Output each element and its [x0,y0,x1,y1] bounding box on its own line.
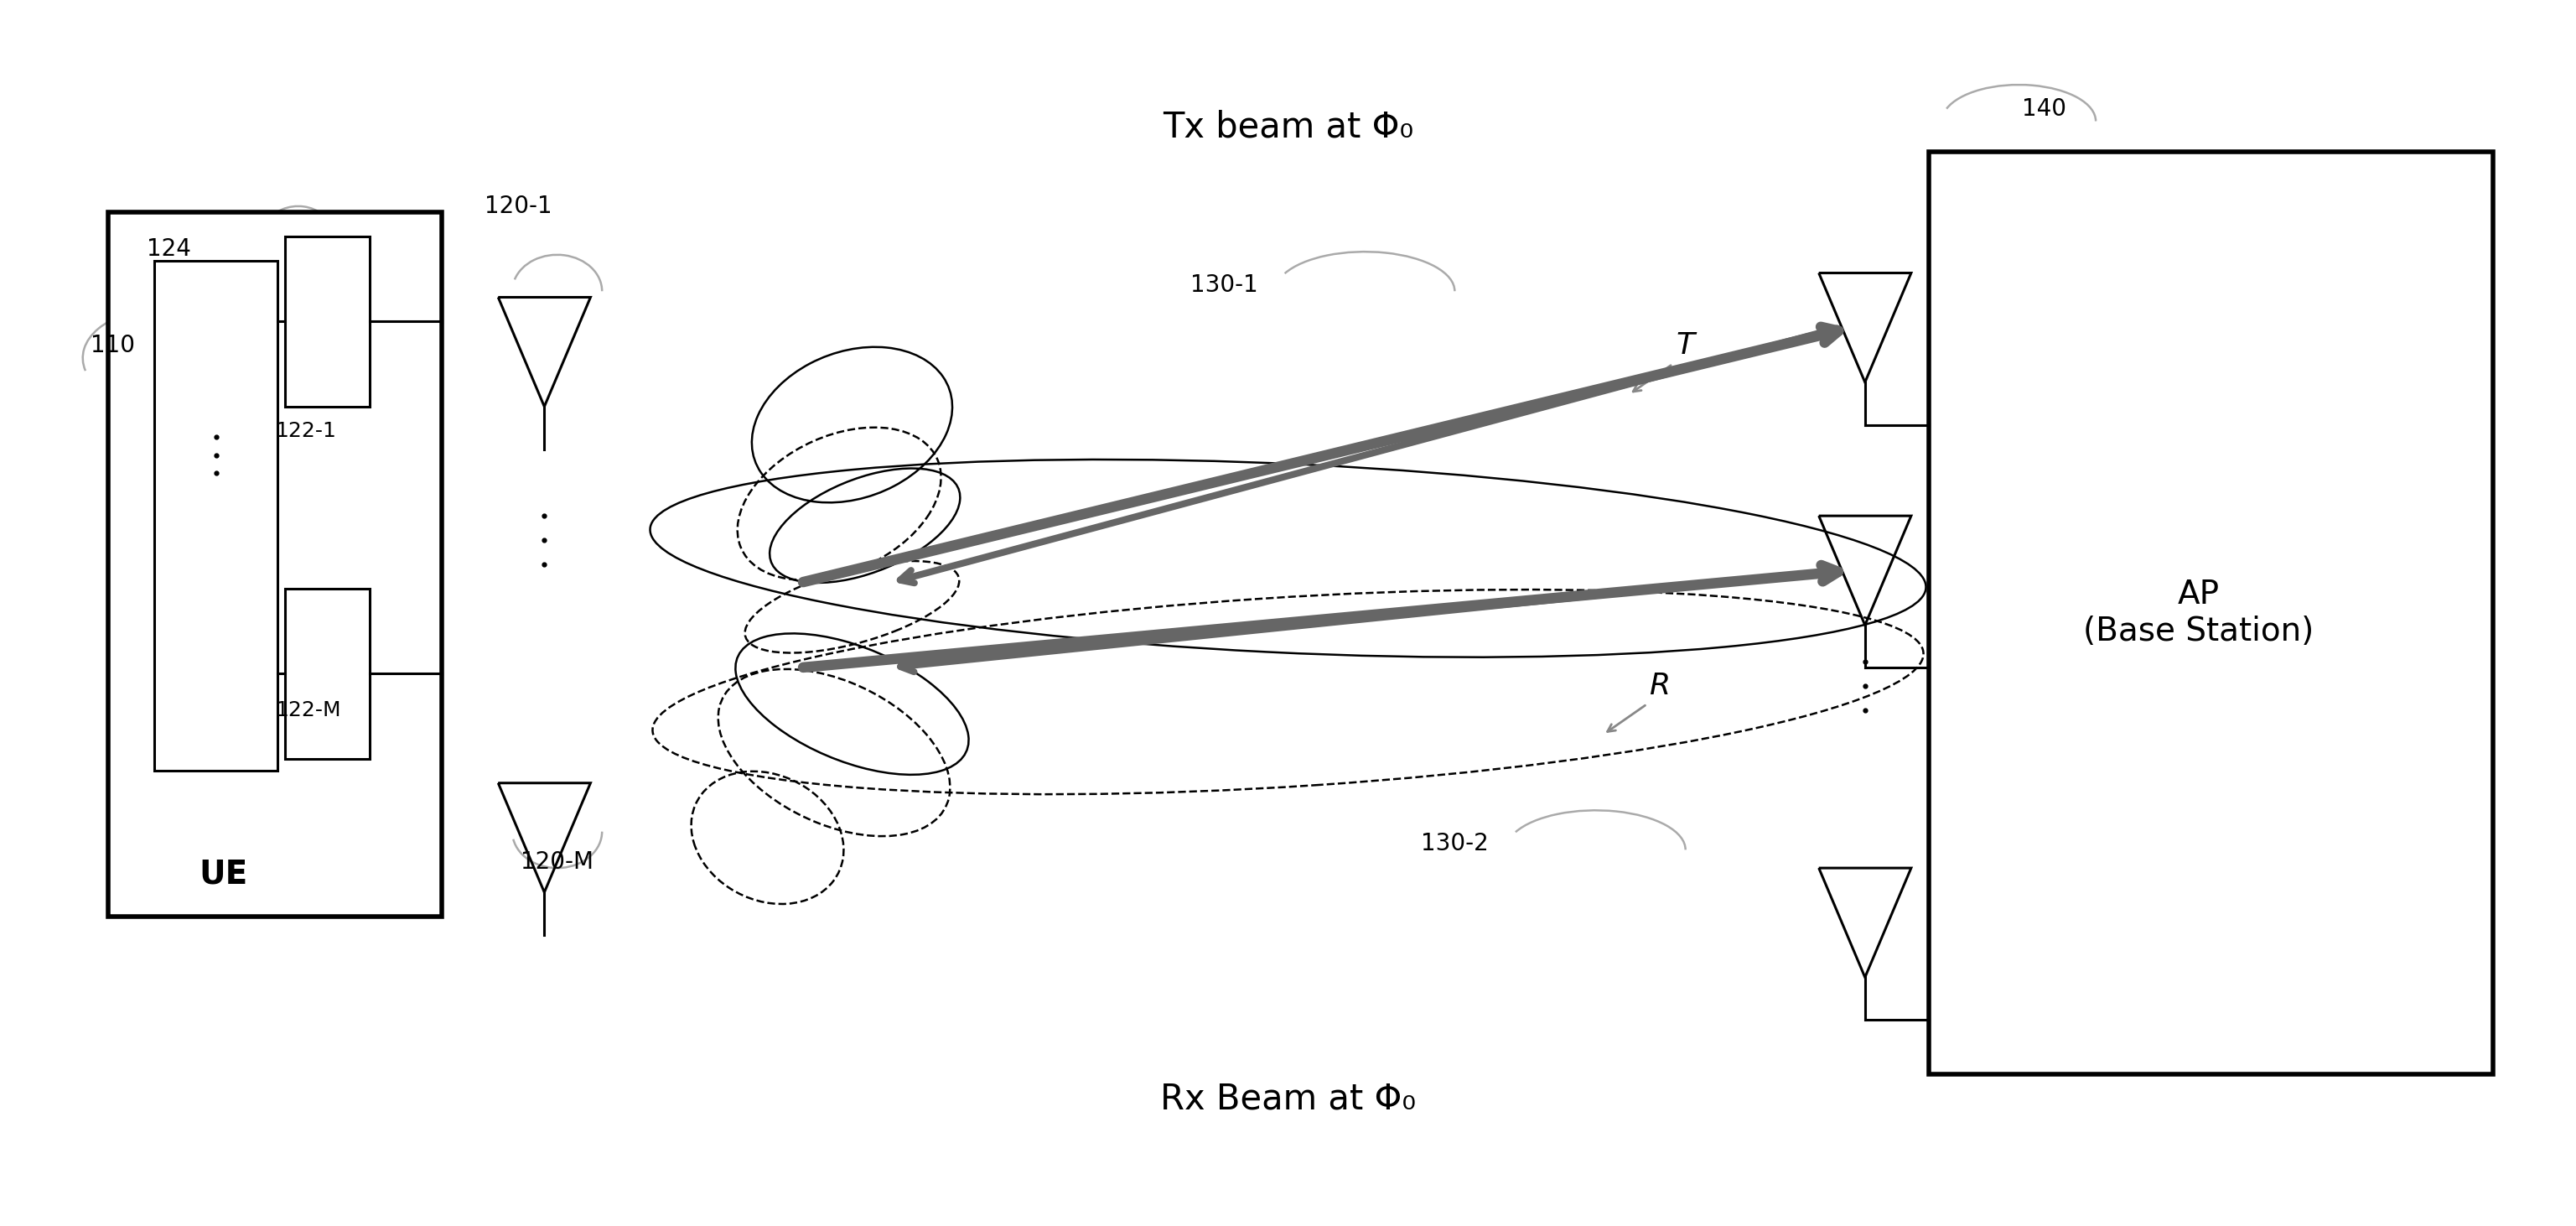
Bar [286,237,371,407]
Text: 130-2: 130-2 [1422,832,1489,856]
Text: 122-M: 122-M [276,700,340,720]
Text: Rx Beam at Φ₀: Rx Beam at Φ₀ [1159,1081,1417,1117]
Bar [286,588,371,759]
Text: 140: 140 [2022,97,2066,121]
Text: T: T [1677,331,1695,360]
Bar [108,212,440,917]
Text: 122-1: 122-1 [276,421,335,441]
Text: Tx beam at Φ₀: Tx beam at Φ₀ [1162,109,1414,145]
Text: 120-M: 120-M [520,850,592,874]
Bar [1929,152,2494,1074]
Text: 124: 124 [147,237,191,260]
Bar [155,261,278,771]
Text: UE: UE [198,858,247,890]
Text: 120-1: 120-1 [484,195,551,218]
Text: R: R [1649,672,1669,700]
Text: 110: 110 [90,335,134,358]
Text: AP
(Base Station): AP (Base Station) [2084,579,2313,647]
Text: 130-1: 130-1 [1190,273,1257,297]
